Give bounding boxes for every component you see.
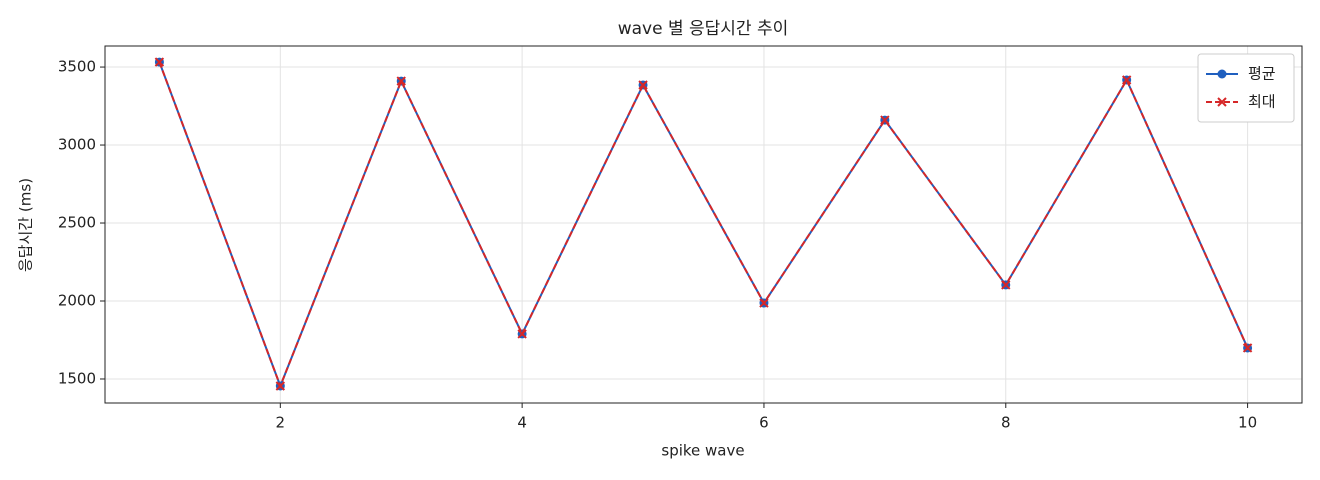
x-axis-label: spike wave <box>661 442 744 460</box>
marker <box>759 298 769 308</box>
marker <box>1121 75 1132 85</box>
line <box>158 61 1249 389</box>
legend-label: 최대 <box>1248 93 1276 111</box>
legend-label: 평균 <box>1248 65 1276 83</box>
y-tick-label: 2000 <box>58 292 96 310</box>
marker <box>1217 69 1227 79</box>
marker <box>396 76 406 86</box>
chart-title: wave 별 응답시간 추이 <box>618 19 789 39</box>
line <box>158 61 1249 389</box>
x-tick-label: 10 <box>1238 414 1257 432</box>
y-tick-label: 3500 <box>58 58 96 76</box>
marker <box>517 329 527 339</box>
marker <box>1001 280 1011 290</box>
x-tick-label: 4 <box>517 414 527 432</box>
marker <box>1242 343 1253 353</box>
x-tick-label: 6 <box>759 414 769 432</box>
marker <box>1217 97 1227 107</box>
x-tick-label: 2 <box>276 414 286 432</box>
x-tick-label: 8 <box>1001 414 1011 432</box>
y-axis-label: 응답시간 (ms) <box>17 178 35 272</box>
y-tick-label: 3000 <box>58 136 96 154</box>
plot-frame <box>104 45 1303 404</box>
marker <box>638 80 648 90</box>
marker <box>275 381 286 391</box>
y-tick-label: 1500 <box>58 369 96 387</box>
marker <box>154 57 165 67</box>
y-tick-label: 2500 <box>58 214 96 232</box>
marker <box>880 115 890 125</box>
legend-box <box>1197 53 1295 123</box>
